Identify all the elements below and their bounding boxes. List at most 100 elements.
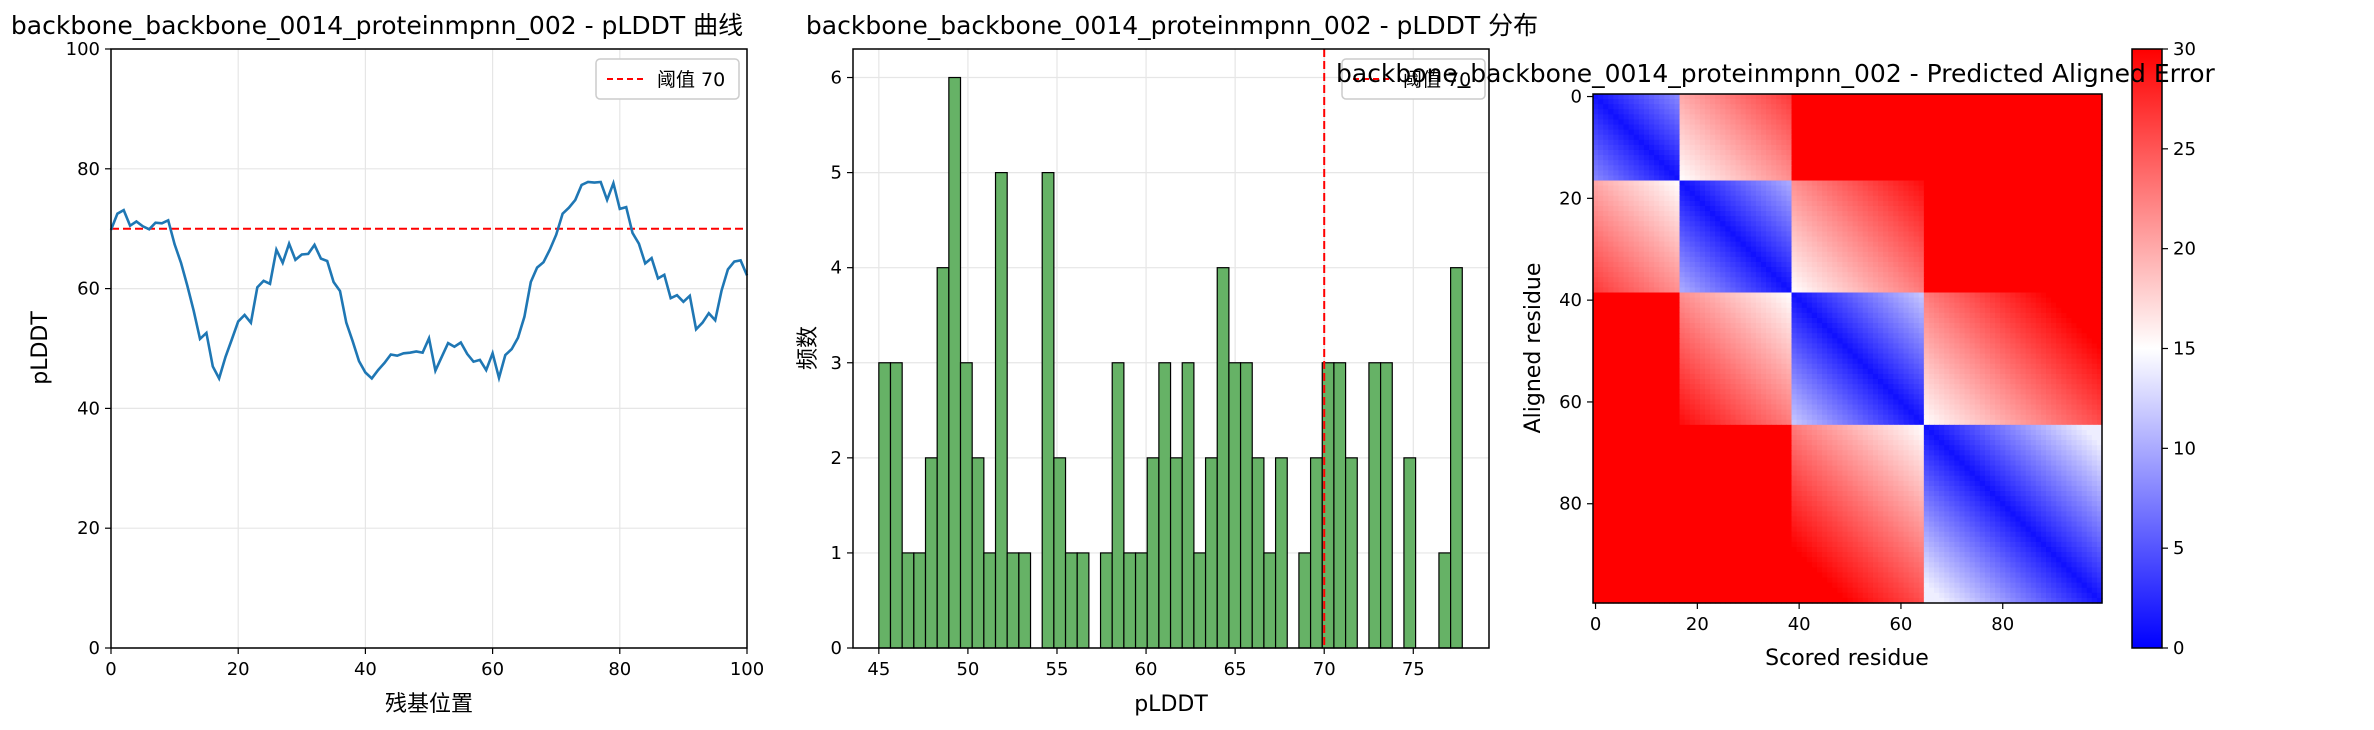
heatmap-cell	[1750, 323, 1757, 329]
heatmap-cell	[1893, 328, 1899, 334]
heatmap-cell	[1613, 267, 1620, 273]
heatmap-cell	[2091, 246, 2098, 253]
heatmap-cell	[1811, 272, 1818, 278]
heatmap-cell	[1995, 277, 2001, 283]
heatmap-cell	[1684, 119, 1691, 126]
heatmap-cell	[1857, 216, 1864, 222]
heatmap-cell	[1898, 312, 1905, 319]
heatmap-cell	[1796, 211, 1803, 217]
heatmap-cell	[2000, 226, 2006, 233]
heatmap-cell	[1766, 175, 1772, 182]
heatmap-cell	[1659, 231, 1665, 238]
heatmap-cell	[1699, 312, 1706, 319]
heatmap-cell	[2046, 165, 2052, 171]
heatmap-cell	[2096, 231, 2103, 238]
heatmap-cell	[1872, 216, 1879, 222]
heatmap-cell	[1730, 246, 1737, 253]
heatmap-cell	[1878, 317, 1884, 324]
heatmap-cell	[1613, 277, 1620, 283]
heatmap-cell	[1837, 99, 1844, 105]
heatmap-cell	[1822, 160, 1828, 166]
heatmap-cell	[1689, 292, 1696, 299]
heatmap-cell	[2086, 261, 2093, 268]
heatmap-cell	[1679, 221, 1686, 227]
heatmap-cell	[2056, 94, 2062, 100]
heatmap-cell	[2046, 333, 2052, 339]
heatmap-cell	[2030, 205, 2037, 212]
heatmap-cell	[1725, 109, 1732, 115]
heatmap-cell	[2096, 175, 2103, 182]
heatmap-cell	[1923, 190, 1930, 197]
heatmap-cell	[1842, 277, 1849, 283]
heatmap-cell	[1903, 134, 1910, 141]
heatmap-cell	[1781, 241, 1788, 248]
heatmap-cell	[1766, 195, 1772, 202]
heatmap-cell	[1603, 180, 1609, 187]
heatmap-cell	[1664, 180, 1670, 187]
heatmap-cell	[1730, 195, 1737, 202]
heatmap-cell	[2096, 200, 2103, 207]
heatmap-cell	[2081, 170, 2088, 177]
heatmap-cell	[1903, 119, 1910, 126]
heatmap-cell	[1608, 302, 1614, 309]
heatmap-cell	[1725, 267, 1732, 273]
heatmap-cell	[1755, 236, 1762, 243]
heatmap-cell	[1694, 134, 1701, 141]
heatmap-cell	[1903, 180, 1910, 187]
heatmap-cell	[1766, 261, 1772, 268]
heatmap-cell	[2015, 165, 2022, 171]
heatmap-cell	[1648, 231, 1655, 238]
heatmap-cell	[2051, 99, 2057, 105]
heatmap-cell	[1740, 129, 1747, 136]
heatmap-cell	[1908, 312, 1915, 319]
heatmap-cell	[1949, 211, 1955, 217]
heatmap-cell	[2015, 200, 2022, 207]
heatmap-cell	[1959, 287, 1966, 294]
heatmap-cell	[1979, 170, 1986, 177]
heatmap-cell	[1822, 155, 1828, 161]
heatmap-cell	[1888, 200, 1894, 207]
heatmap-cell	[1852, 241, 1859, 248]
heatmap-cell	[2040, 312, 2047, 319]
heatmap-cell	[2000, 124, 2006, 131]
heatmap-cell	[1760, 267, 1767, 273]
heatmap-cell	[1969, 180, 1976, 187]
heatmap-cell	[1694, 175, 1701, 182]
heatmap-cell	[2081, 139, 2088, 146]
heatmap-cell	[2066, 307, 2073, 314]
heatmap-cell	[1872, 160, 1879, 166]
heatmap-cell	[1959, 205, 1966, 212]
heatmap-cell	[1623, 226, 1630, 233]
heatmap-cell	[1725, 328, 1732, 334]
heatmap-cell	[1791, 216, 1798, 222]
heatmap-cell	[2066, 282, 2073, 289]
heatmap-cell	[1842, 307, 1849, 314]
heatmap-cell	[1801, 104, 1808, 110]
heatmap-cell	[1766, 231, 1772, 238]
heatmap-cell	[2000, 155, 2006, 161]
heatmap-cell	[1974, 297, 1981, 304]
heatmap-cell	[1598, 144, 1604, 151]
heatmap-cell	[2030, 261, 2037, 268]
heatmap-cell	[1730, 185, 1737, 192]
heatmap-cell	[1623, 155, 1630, 161]
heatmap-cell	[1659, 114, 1665, 121]
heatmap-cell	[1944, 175, 1950, 182]
heatmap-cell	[1674, 292, 1681, 299]
heatmap-cell	[1903, 236, 1910, 243]
heatmap-cell	[1618, 205, 1625, 212]
heatmap-cell	[2000, 241, 2006, 248]
heatmap-cell	[2005, 241, 2011, 248]
heatmap-cell	[2061, 231, 2067, 238]
heatmap-cell	[1969, 272, 1976, 278]
heatmap-cell	[1908, 221, 1915, 227]
heatmap-cell	[1786, 185, 1793, 192]
heatmap-cell	[1908, 236, 1915, 243]
heatmap-cell	[1664, 99, 1670, 105]
heatmap-cell	[1939, 256, 1945, 263]
heatmap-cell	[2091, 170, 2098, 177]
heatmap-cell	[1684, 129, 1691, 136]
heatmap-cell	[1862, 170, 1869, 177]
heatmap-cell	[1781, 267, 1788, 273]
heatmap-cell	[2056, 256, 2062, 263]
